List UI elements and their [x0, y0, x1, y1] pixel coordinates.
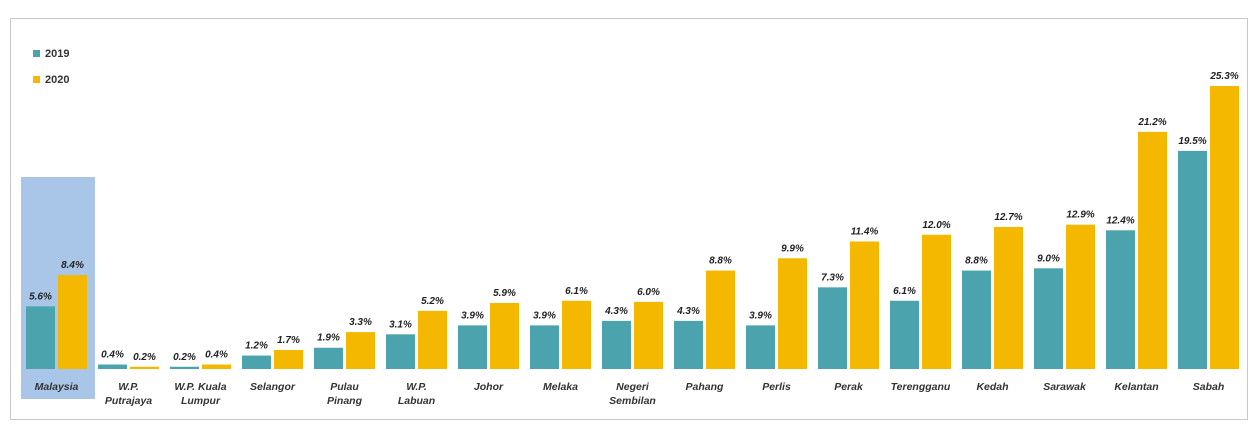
data-label-2019: 19.5%: [1178, 136, 1206, 147]
data-label-2019: 3.9%: [461, 310, 484, 321]
data-label-2020: 12.9%: [1066, 210, 1094, 221]
bar-2020: [634, 301, 663, 369]
bar-2019: [1178, 150, 1207, 369]
category-label: Lumpur: [181, 395, 221, 407]
legend-swatch-2020: [33, 76, 40, 83]
bar-2019: [386, 334, 415, 369]
bar-2019: [818, 287, 847, 369]
category-label: Pahang: [686, 381, 725, 393]
category-label: Labuan: [398, 395, 435, 407]
data-label-2020: 3.3%: [349, 317, 372, 328]
data-label-2019: 3.9%: [749, 310, 772, 321]
data-label-2020: 9.9%: [781, 243, 804, 254]
bar-2019: [242, 355, 271, 369]
data-label-2020: 8.8%: [709, 256, 732, 267]
bar-2020: [202, 364, 231, 369]
category-label: W.P.: [406, 381, 427, 393]
category-label: Terengganu: [891, 381, 951, 393]
category-label: Perlis: [762, 381, 791, 393]
bar-2020: [922, 234, 951, 369]
category-label: Malaysia: [35, 381, 79, 393]
legend-swatch-2019: [33, 50, 40, 57]
bar-2020: [1066, 224, 1095, 369]
category-label: W.P.: [118, 381, 139, 393]
data-label-2020: 5.9%: [493, 288, 516, 299]
category-label: Selangor: [250, 381, 296, 393]
bar-2019: [962, 270, 991, 369]
category-label: Perak: [834, 381, 864, 393]
category-label: Sarawak: [1043, 381, 1087, 393]
bar-2019: [314, 347, 343, 369]
data-label-2019: 3.1%: [389, 319, 412, 330]
bar-chart: 5.6% 8.4% Malaysia 0.4% 0.2% W.P. Putrajaya 0.2…: [21, 48, 1239, 407]
data-label-2019: 9.0%: [1037, 253, 1060, 264]
category-label: Melaka: [543, 381, 578, 393]
data-label-2020: 0.4%: [205, 350, 228, 361]
bar-2019: [890, 300, 919, 369]
data-label-2019: 5.6%: [29, 291, 52, 302]
bar-2020: [346, 332, 375, 369]
bar-2019: [170, 366, 199, 369]
bar-2020: [850, 241, 879, 369]
bar-2020: [58, 275, 87, 369]
bar-2020: [1138, 131, 1167, 369]
bar-2019: [602, 320, 631, 369]
bar-2019: [98, 364, 127, 369]
bar-2019: [1034, 268, 1063, 369]
data-label-2020: 5.2%: [421, 296, 444, 307]
bar-2019: [458, 325, 487, 369]
data-label-2020: 21.2%: [1137, 117, 1166, 128]
category-label: Pulau: [330, 381, 359, 393]
category-label: W.P. Kuala: [174, 381, 226, 393]
category-label: Johor: [474, 381, 504, 393]
data-label-2019: 0.4%: [101, 350, 124, 361]
data-label-2019: 1.2%: [245, 341, 268, 352]
data-label-2020: 0.2%: [133, 352, 156, 363]
data-label-2020: 12.0%: [922, 220, 950, 231]
bar-2019: [674, 320, 703, 369]
bar-2020: [1210, 86, 1239, 369]
bar-2020: [778, 258, 807, 369]
category-label: Sabah: [1193, 381, 1225, 393]
data-label-2019: 3.9%: [533, 310, 556, 321]
data-label-2019: 4.3%: [604, 306, 628, 317]
category-label: Sembilan: [609, 395, 656, 407]
bar-2020: [490, 303, 519, 369]
category-label: Putrajaya: [105, 395, 152, 407]
bar-2020: [994, 226, 1023, 369]
data-label-2020: 25.3%: [1209, 71, 1238, 82]
data-label-2020: 6.0%: [637, 287, 660, 298]
bar-2019: [530, 325, 559, 369]
data-label-2019: 6.1%: [893, 286, 916, 297]
bar-2020: [274, 349, 303, 369]
category-label: Negeri: [616, 381, 650, 393]
data-label-2020: 6.1%: [565, 286, 588, 297]
bar-2020: [418, 310, 447, 369]
legend-label-2020: 2020: [45, 74, 69, 86]
category-label: Kedah: [976, 381, 1008, 393]
legend-label-2019: 2019: [45, 48, 69, 60]
bar-2020: [130, 366, 159, 369]
bar-2020: [706, 270, 735, 369]
bar-2019: [746, 325, 775, 369]
category-label: Pinang: [327, 395, 363, 407]
bar-2019: [1106, 230, 1135, 369]
bar-2019: [26, 306, 55, 369]
data-label-2019: 4.3%: [676, 306, 700, 317]
category-label: Kelantan: [1114, 381, 1158, 393]
data-label-2019: 12.4%: [1106, 215, 1134, 226]
data-label-2020: 8.4%: [61, 260, 84, 271]
data-label-2020: 12.7%: [994, 212, 1022, 223]
data-label-2019: 0.2%: [173, 352, 196, 363]
bar-2020: [562, 300, 591, 369]
data-label-2020: 1.7%: [277, 335, 300, 346]
chart-title: [0, 0, 1259, 14]
data-label-2019: 7.3%: [821, 272, 844, 283]
data-label-2020: 11.4%: [851, 226, 879, 237]
data-label-2019: 1.9%: [317, 333, 340, 344]
chart-frame: 5.6% 8.4% Malaysia 0.4% 0.2% W.P. Putrajaya 0.2…: [10, 18, 1248, 420]
data-label-2019: 8.8%: [965, 256, 988, 267]
